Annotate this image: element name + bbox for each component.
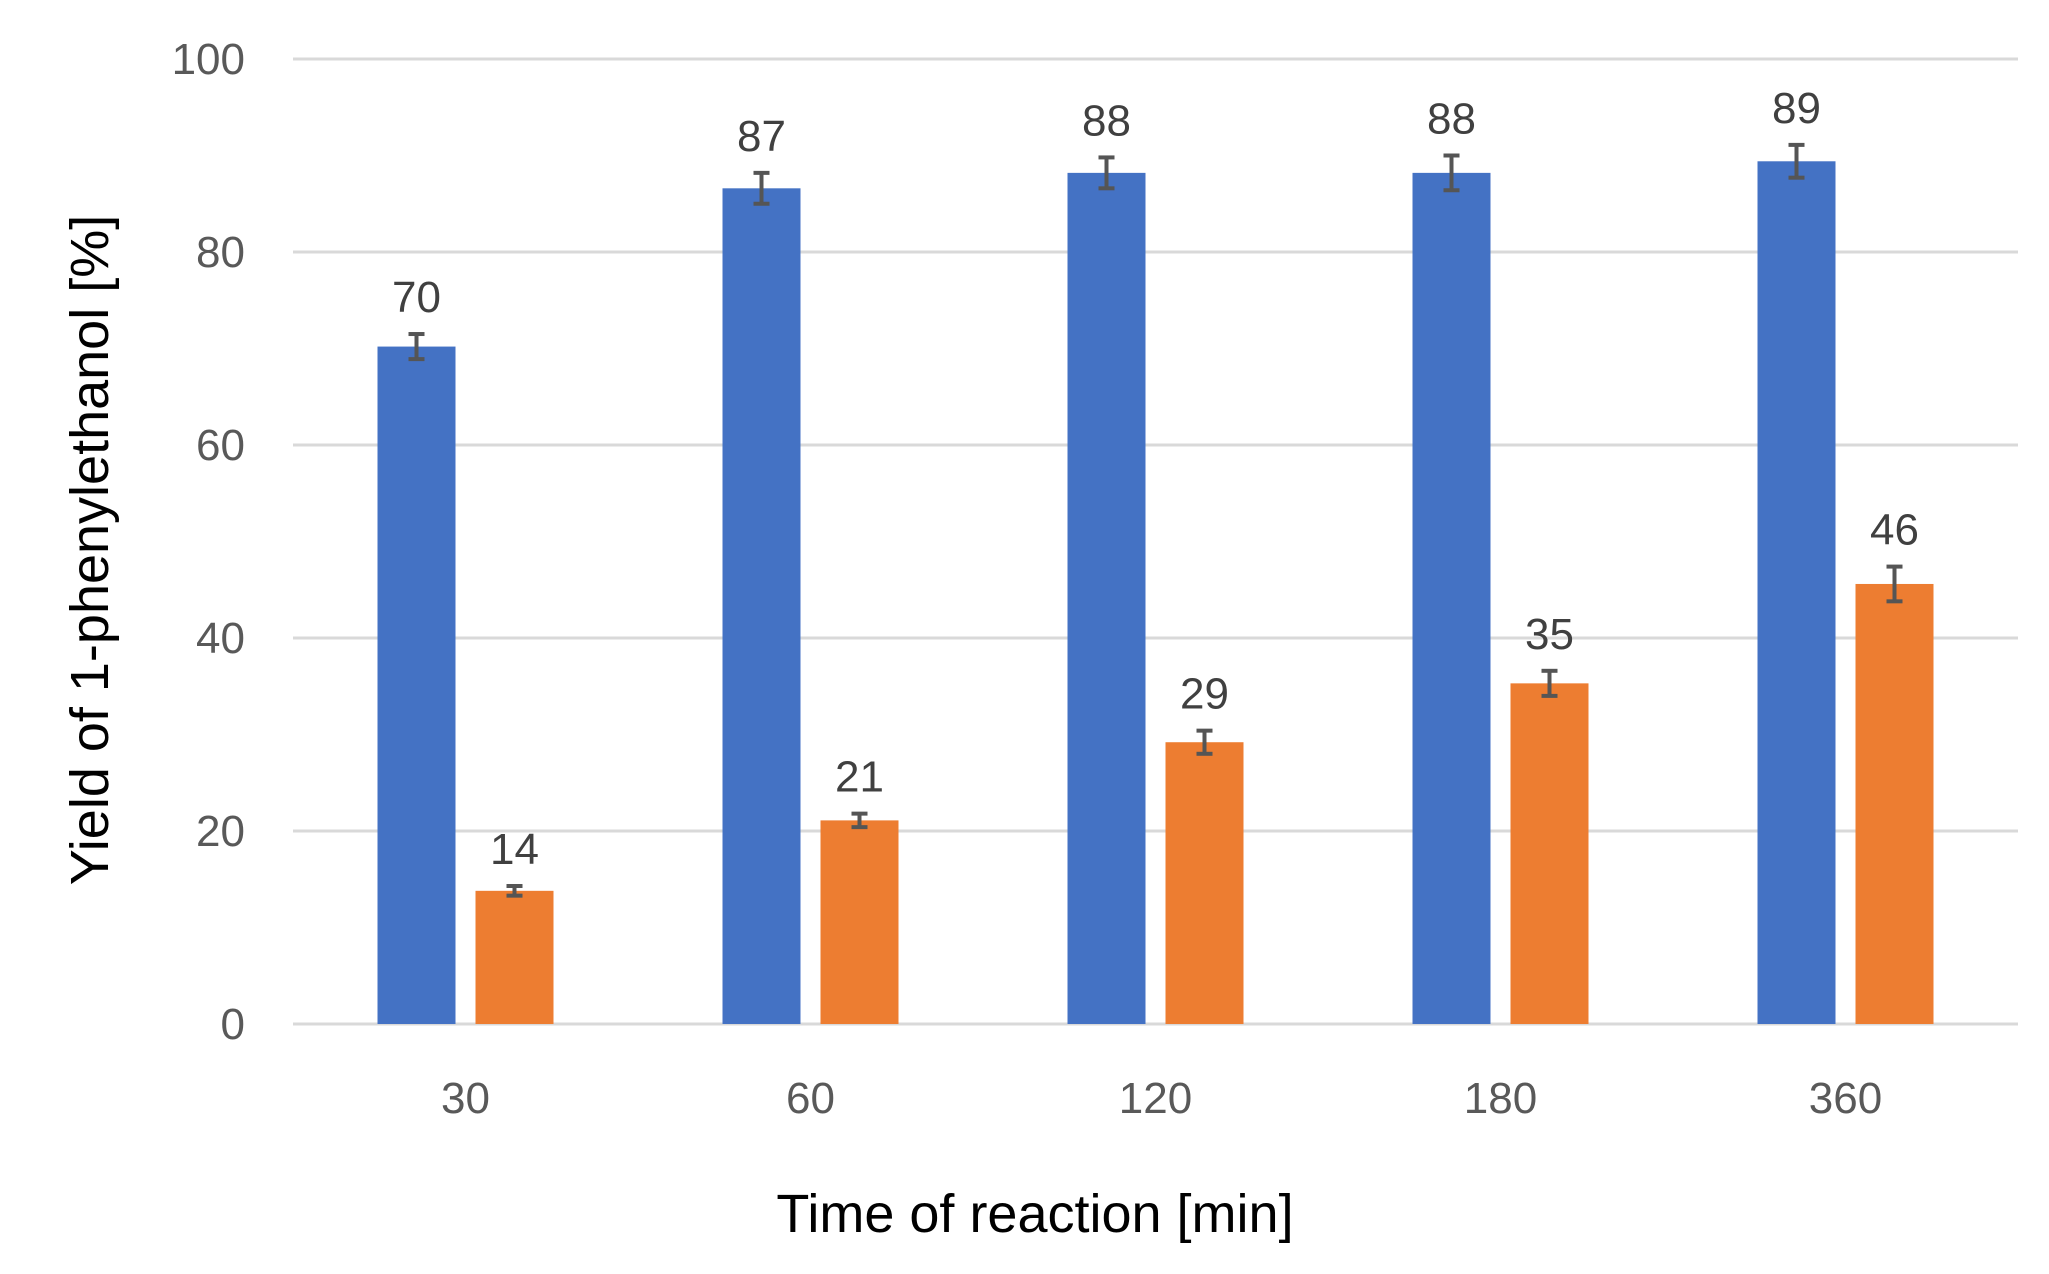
gridlines: [293, 57, 2018, 1026]
bar-1-60: [722, 188, 801, 1024]
y-tick-label: 80: [196, 228, 245, 277]
y-tick-label: 60: [196, 421, 245, 470]
bar-2-30: [475, 890, 554, 1024]
bar-1-360: [1757, 161, 1836, 1025]
data-label: 88: [1427, 95, 1476, 144]
data-label: 21: [835, 753, 884, 802]
data-label: 46: [1870, 506, 1919, 555]
y-tick-label: 20: [196, 807, 245, 856]
data-label: 70: [392, 273, 441, 322]
x-tick-label: 180: [1464, 1074, 1537, 1123]
x-tick-label: 360: [1809, 1074, 1882, 1123]
y-tick-label: 40: [196, 614, 245, 663]
x-tick-label: 120: [1119, 1074, 1192, 1123]
bar-1-180: [1412, 172, 1491, 1024]
y-tick-label: 0: [221, 1000, 245, 1049]
data-label: 88: [1082, 96, 1131, 145]
error-bars: [408, 142, 1903, 898]
x-tick-label: 60: [786, 1074, 835, 1123]
data-label: 35: [1525, 610, 1574, 659]
data-label: 29: [1180, 670, 1229, 719]
bar-2-60: [820, 820, 899, 1024]
bar-1-30: [377, 346, 456, 1024]
bar-2-180: [1510, 683, 1589, 1024]
bar-2-360: [1855, 583, 1934, 1024]
data-labels: 70 87 88 88 89 14 21 29 35 46: [392, 84, 1919, 874]
y-axis-title: Yield of 1-phenylethanol [%]: [60, 215, 120, 885]
bar-1-120: [1067, 172, 1146, 1024]
data-label: 89: [1772, 84, 1821, 133]
bars: [377, 161, 1934, 1025]
x-tick-label: 30: [441, 1074, 490, 1123]
y-tick-label: 100: [172, 35, 245, 84]
tick-labels: 0 20 40 60 80 100 30 60 120 180 360: [172, 35, 1883, 1123]
x-axis-title: Time of reaction [min]: [776, 1184, 1293, 1244]
data-label: 87: [737, 112, 786, 161]
data-label: 14: [490, 825, 539, 874]
bar-2-120: [1165, 742, 1244, 1024]
